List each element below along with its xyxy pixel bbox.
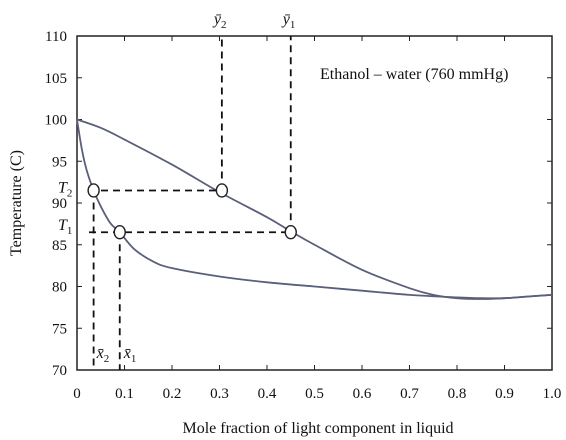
- x-axis-label: Mole fraction of light component in liqu…: [182, 420, 453, 437]
- y1-label: ȳ1: [281, 11, 296, 31]
- x1-label: x̄1: [123, 345, 137, 365]
- T2-label: T2: [58, 179, 72, 199]
- point-marker-T1-x1: [113, 225, 126, 240]
- x-tick-label: 0.4: [258, 386, 277, 402]
- bubble-point-curve: [76, 119, 553, 300]
- x-tick-label: 0.5: [305, 386, 324, 402]
- x-tick-label: 0: [73, 386, 81, 402]
- dew-point-curve: [76, 118, 553, 300]
- y-tick-label: 100: [45, 113, 68, 129]
- curves: [76, 118, 553, 300]
- annotation-label: Ethanol – water (760 mmHg): [320, 66, 508, 83]
- x-tick-label: 1.0: [543, 386, 562, 402]
- labels: T2 T1 x̄2 x̄1 ȳ2 ȳ1: [58, 11, 295, 365]
- y-tick-label: 105: [45, 71, 68, 87]
- y-tick-label: 80: [52, 280, 67, 296]
- plot-frame: [76, 35, 553, 371]
- x-tick-label: 0.2: [163, 386, 182, 402]
- point-marker-T2-x2: [87, 183, 100, 198]
- T1-label: T1: [58, 217, 72, 237]
- y-tick-label: 90: [52, 196, 67, 212]
- x-tick-label: 0.3: [210, 386, 229, 402]
- markers: [87, 183, 297, 240]
- x-tick-label: 0.1: [115, 386, 134, 402]
- y-tick-label: 95: [52, 154, 67, 170]
- y-tick-label: 85: [52, 238, 67, 254]
- point-marker-T1-y1: [284, 225, 297, 240]
- point-marker-T2-y2: [215, 183, 229, 198]
- x-tick-label: 0.6: [353, 386, 372, 402]
- y-tick-label: 70: [52, 363, 67, 379]
- x2-label: x̄2: [96, 345, 110, 365]
- x-tick-label: 0.7: [400, 386, 419, 402]
- y-tick-label: 75: [52, 321, 67, 337]
- y-axis-label: Temperature (C): [8, 150, 25, 256]
- x-tick-label: 0.8: [448, 386, 467, 402]
- guide-lines: [89, 36, 292, 370]
- y2-label: ȳ2: [212, 11, 227, 31]
- x-tick-label: 0.9: [495, 386, 514, 402]
- y-tick-label: 110: [45, 29, 67, 45]
- axes: 0 0.1 0.2 0.3 0.4 0.5 0.6 0.7 0.8 0.9 1.0 70 75 80 85 9…: [45, 29, 562, 402]
